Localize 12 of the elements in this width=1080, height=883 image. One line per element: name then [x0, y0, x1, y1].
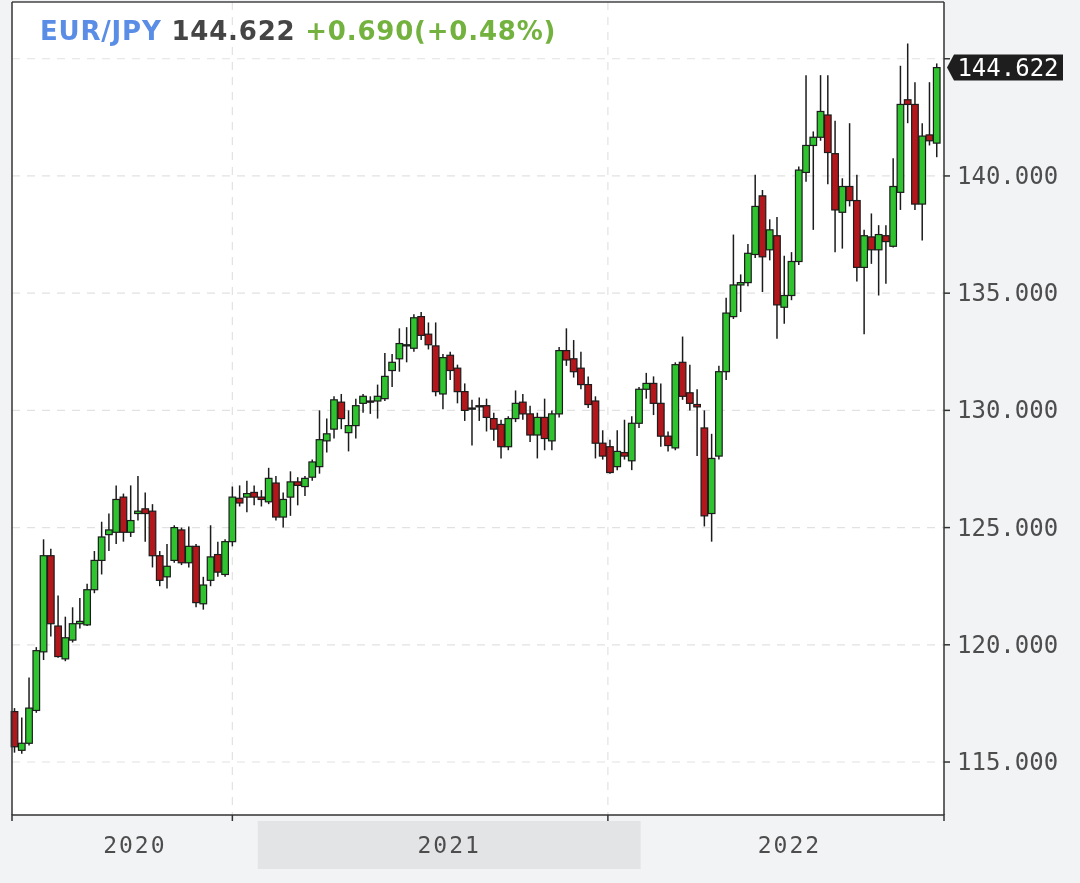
- candlestick: [388, 353, 397, 388]
- text: EUR/JPY 144.622 +0.690(+0.48%): [40, 16, 557, 46]
- y-tick-label: 135.000: [957, 279, 1059, 308]
- x-tick-label: 2020: [103, 832, 167, 858]
- y-tick-label: 115.000: [957, 748, 1059, 777]
- y-tick-label: 140.000: [957, 161, 1059, 190]
- y-tick-label: 125.000: [957, 513, 1059, 542]
- x-tick-label: 2022: [757, 832, 822, 858]
- y-tick-label: 120.000: [957, 630, 1059, 659]
- annotation: 144.622: [957, 53, 1059, 82]
- y-tick-label: 130.000: [957, 396, 1059, 425]
- x-tick-label: 2021: [417, 832, 481, 858]
